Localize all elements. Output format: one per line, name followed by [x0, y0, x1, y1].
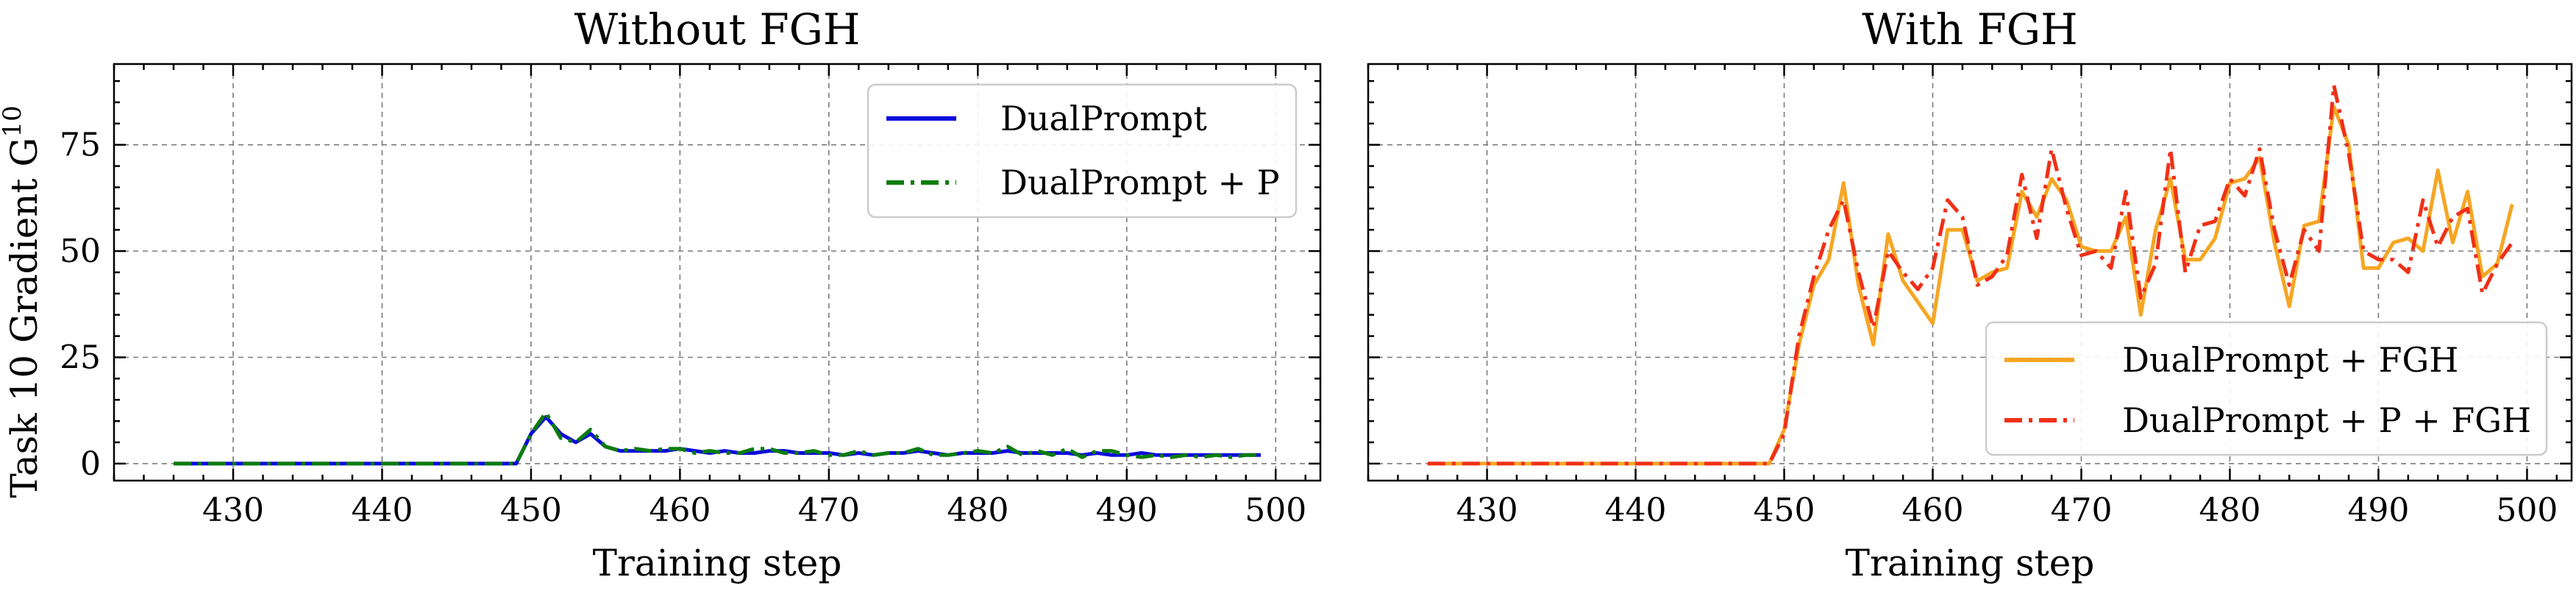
axis-ticks: 430 440 450 460 470 480 490 500 0 25 50 75	[60, 64, 1320, 529]
x-tick-label: 500	[2496, 492, 2558, 529]
legend-label-dualprompt-p-fgh: DualPrompt + P + FGH	[2122, 400, 2531, 440]
x-tick-label: 440	[351, 492, 413, 529]
panel-title: With FGH	[1862, 4, 2077, 54]
y-tick-label: 25	[60, 339, 101, 377]
legend-label-dualprompt-p: DualPrompt + P	[1000, 163, 1280, 202]
panel-title: Without FGH	[574, 4, 861, 54]
y-axis-label: Task 10 Gradient G10	[0, 105, 46, 498]
x-tick-label: 430	[1456, 492, 1518, 529]
legend: DualPrompt DualPrompt + P	[867, 83, 1298, 219]
y-axis-label-superscript: 10	[0, 105, 27, 137]
x-tick-label: 490	[2347, 492, 2409, 529]
x-tick-label: 460	[1902, 492, 1964, 529]
y-axis-label-base: Task 10 Gradient G	[3, 138, 46, 498]
x-tick-label: 470	[798, 492, 860, 529]
legend-label-dualprompt: DualPrompt	[1000, 99, 1207, 138]
y-tick-label: 0	[80, 445, 101, 483]
x-axis-label: Training step	[593, 542, 842, 584]
x-tick-label: 430	[202, 492, 264, 529]
axis-ticks: 430 440 450 460 470 480 490 500	[1367, 64, 2572, 529]
right-panel: With FGH Training step 430 440 450 460 470 48…	[1367, 4, 2573, 584]
legend-label-dualprompt-fgh: DualPrompt + FGH	[2122, 340, 2458, 380]
series-lines	[1427, 83, 2514, 466]
legend-box	[1985, 321, 2548, 456]
series-lines	[174, 411, 1261, 466]
series-line-2	[174, 411, 1261, 466]
y-tick-label: 50	[60, 233, 101, 270]
x-tick-label: 460	[649, 492, 711, 529]
series-line-1	[174, 414, 1261, 466]
legend-box	[867, 83, 1298, 219]
series-line-2	[1427, 83, 2514, 466]
x-axis-label: Training step	[1846, 542, 2095, 584]
x-tick-label: 500	[1245, 492, 1306, 529]
x-tick-label: 480	[2199, 492, 2260, 529]
x-tick-label: 480	[947, 492, 1008, 529]
x-tick-label: 470	[2050, 492, 2112, 529]
legend: DualPrompt + FGH DualPrompt + P + FGH	[1985, 321, 2548, 456]
left-panel: Without FGH Training step Task 10 Gradie…	[0, 4, 1322, 584]
x-tick-label: 490	[1096, 492, 1158, 529]
y-tick-label: 75	[60, 127, 101, 164]
x-tick-label: 450	[500, 492, 562, 529]
x-tick-label: 440	[1605, 492, 1667, 529]
x-tick-label: 450	[1754, 492, 1815, 529]
